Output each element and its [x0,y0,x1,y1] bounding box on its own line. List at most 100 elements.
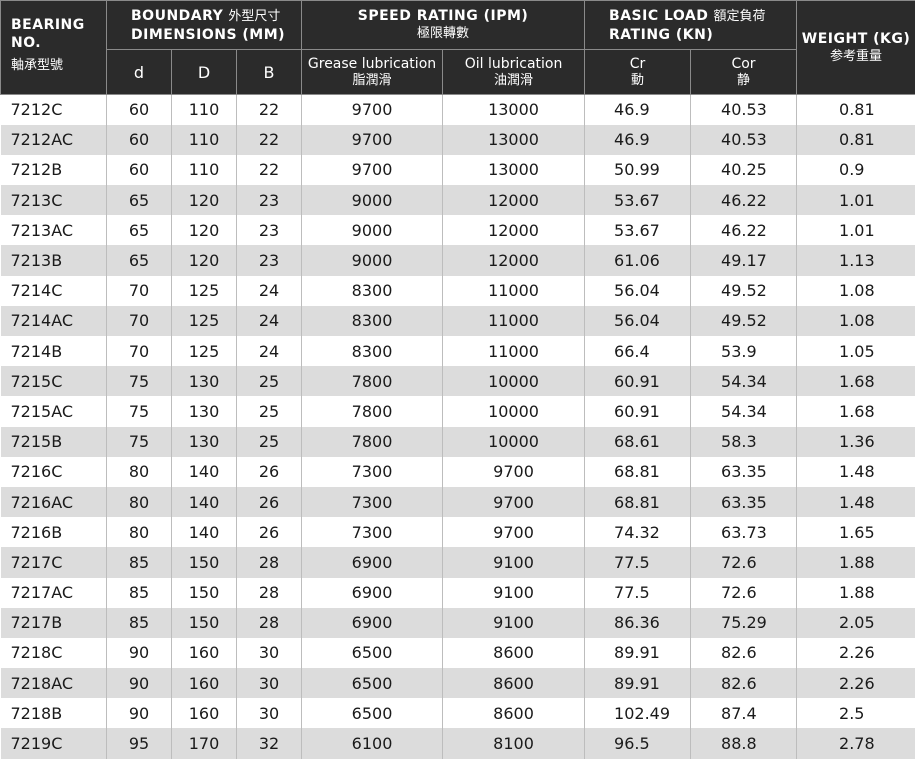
cell-weight: 1.65 [797,517,915,547]
cell-bearing-no: 7216B [1,517,107,547]
cell-oil-speed: 13000 [443,125,585,155]
cell-grease-speed: 8300 [302,306,443,336]
cell-bearing-no: 7218B [1,698,107,728]
cell-weight: 1.05 [797,336,915,366]
cell-load-cor: 40.25 [691,155,797,185]
cell-weight: 1.01 [797,185,915,215]
cell-load-cor: 63.73 [691,517,797,547]
cell-load-cor: 54.34 [691,396,797,426]
cell-grease-speed: 6100 [302,728,443,758]
cell-weight: 0.81 [797,95,915,125]
cell-grease-speed: 8300 [302,276,443,306]
cell-load-cr: 60.91 [585,366,691,396]
cell-width-B: 23 [237,215,302,245]
cell-bearing-no: 7217C [1,547,107,577]
cell-weight: 1.88 [797,578,915,608]
cell-width-B: 30 [237,668,302,698]
cell-outer-D: 130 [172,396,237,426]
cell-load-cor: 72.6 [691,547,797,577]
cell-load-cr: 46.9 [585,95,691,125]
cell-load-cr: 56.04 [585,276,691,306]
cell-load-cr: 60.91 [585,396,691,426]
cell-width-B: 22 [237,155,302,185]
header-load-en2: RATING (KN) [609,26,796,44]
header-weight-cn: 参考重量 [797,48,915,66]
cell-bore-d: 70 [107,336,172,366]
cell-weight: 2.78 [797,728,915,758]
cell-grease-speed: 7300 [302,457,443,487]
cell-width-B: 30 [237,638,302,668]
cell-load-cor: 82.6 [691,638,797,668]
cell-outer-D: 160 [172,638,237,668]
cell-grease-speed: 6500 [302,638,443,668]
cell-oil-speed: 11000 [443,336,585,366]
cell-weight: 1.08 [797,306,915,336]
cell-weight: 1.36 [797,427,915,457]
cell-bearing-no: 7212B [1,155,107,185]
header-bearing-no-line2: NO. [11,34,106,52]
cell-oil-speed: 13000 [443,155,585,185]
cell-width-B: 26 [237,487,302,517]
cell-load-cor: 54.34 [691,366,797,396]
cell-load-cor: 58.3 [691,427,797,457]
cell-bearing-no: 7212C [1,95,107,125]
header-cor-en: Cor [691,56,796,73]
cell-bearing-no: 7214AC [1,306,107,336]
cell-bore-d: 90 [107,638,172,668]
header-load-cn: 額定負荷 [713,9,765,24]
header-speed-cn: 極限轉數 [302,25,584,43]
cell-outer-D: 110 [172,95,237,125]
cell-bearing-no: 7213AC [1,215,107,245]
cell-grease-speed: 9000 [302,245,443,275]
cell-width-B: 22 [237,125,302,155]
cell-bore-d: 85 [107,578,172,608]
cell-bore-d: 75 [107,366,172,396]
cell-grease-speed: 9000 [302,215,443,245]
cell-bore-d: 75 [107,427,172,457]
cell-load-cr: 89.91 [585,638,691,668]
cell-bearing-no: 7213C [1,185,107,215]
cell-width-B: 23 [237,245,302,275]
cell-grease-speed: 6900 [302,578,443,608]
header-cr-cn: 動 [585,73,690,89]
cell-grease-speed: 6900 [302,547,443,577]
cell-load-cor: 63.35 [691,457,797,487]
cell-outer-D: 130 [172,366,237,396]
cell-bearing-no: 7218AC [1,668,107,698]
cell-outer-D: 140 [172,487,237,517]
cell-bearing-no: 7216C [1,457,107,487]
cell-weight: 1.48 [797,487,915,517]
header-boundary-cn: 外型尺寸 [228,9,280,24]
cell-grease-speed: 7800 [302,427,443,457]
cell-outer-D: 150 [172,578,237,608]
cell-weight: 2.26 [797,668,915,698]
cell-bearing-no: 7214C [1,276,107,306]
cell-width-B: 23 [237,185,302,215]
cell-bearing-no: 7217B [1,608,107,638]
cell-bore-d: 60 [107,125,172,155]
cell-weight: 2.5 [797,698,915,728]
cell-load-cr: 77.5 [585,578,691,608]
cell-outer-D: 160 [172,698,237,728]
table-header: BEARING NO. 軸承型號 BOUNDARY 外型尺寸 DIMENSION… [1,1,915,95]
cell-oil-speed: 12000 [443,245,585,275]
cell-outer-D: 110 [172,155,237,185]
cell-oil-speed: 8600 [443,698,585,728]
header-speed-rating: SPEED RATING (IPM) 極限轉數 [302,1,585,50]
cell-grease-speed: 9700 [302,95,443,125]
cell-bore-d: 90 [107,698,172,728]
cell-oil-speed: 9100 [443,578,585,608]
